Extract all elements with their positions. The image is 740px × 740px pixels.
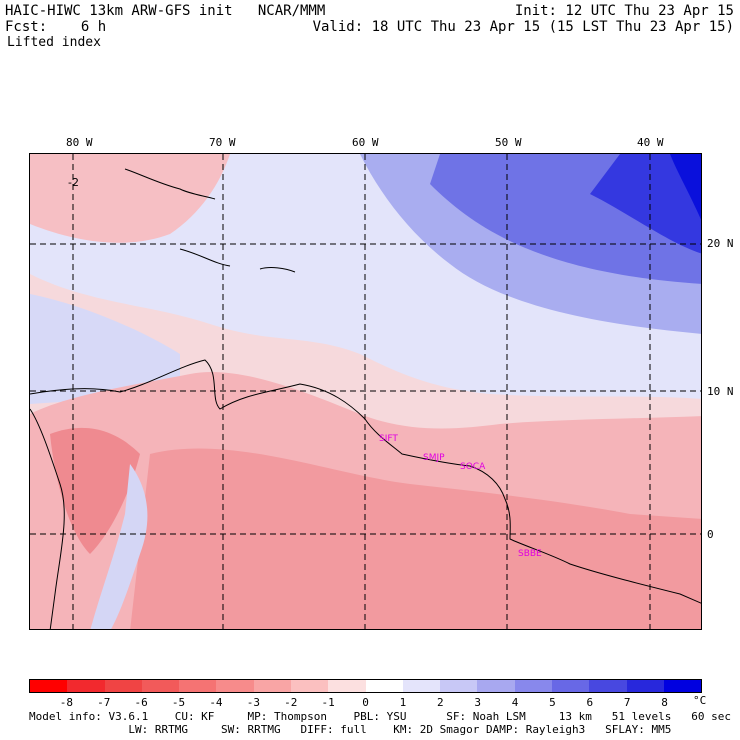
colorbar-label: -6 [134, 696, 148, 709]
colorbar-swatch [663, 680, 702, 692]
station-sift: SIFT [379, 434, 398, 444]
colorbar-label: 7 [623, 696, 631, 709]
colorbar-label: -3 [246, 696, 260, 709]
map-title: HAIC-HIWC 13km ARW-GFS init NCAR/MMM [5, 3, 326, 19]
model-info-line1: Model info: V3.6.1 CU: KF MP: Thompson P… [29, 710, 731, 723]
contour-label: -2 [68, 176, 79, 189]
colorbar-label: -1 [321, 696, 335, 709]
blue-region-caribbean [30, 294, 180, 404]
colorbar-label: -2 [284, 696, 298, 709]
station-soca: SOCA [460, 462, 486, 472]
colorbar-swatch [67, 680, 105, 692]
colorbar-swatch [440, 680, 478, 692]
colorbar-label: -5 [171, 696, 186, 709]
colorbar-label: 3 [474, 696, 481, 709]
colorbar-swatch [30, 680, 68, 692]
colorbar-swatch [141, 680, 180, 692]
lat-label-10n: 10 N [707, 385, 734, 398]
station-smjp: SMJP [423, 453, 445, 463]
field-name: Lifted index [7, 35, 101, 50]
valid-time: Valid: 18 UTC Thu 23 Apr 15 (15 LST Thu … [312, 19, 734, 35]
lon-label-50w: 50 W [495, 136, 522, 149]
lon-label-80w: 80 W [66, 136, 93, 149]
colorbar-swatch [104, 680, 142, 692]
colorbar-label: -4 [209, 696, 223, 709]
colorbar-swatch [477, 680, 515, 692]
fcst-value: 6 h [80, 19, 107, 35]
colorbar-unit: °C [693, 694, 707, 707]
lon-label-60w: 60 W [352, 136, 379, 149]
blue-region-core [670, 154, 701, 220]
colorbar-label: -8 [59, 696, 73, 709]
station-sbbe: SBBE [518, 549, 542, 559]
colorbar-label: 1 [399, 696, 407, 709]
colorbar-label: 0 [362, 696, 369, 709]
map-svg: -2 SIFT SMJP SOCA SBBE [30, 154, 701, 629]
lat-label-0: 0 [707, 528, 714, 541]
colorbar-swatch [290, 680, 329, 692]
lat-label-20n: 20 N [707, 237, 734, 250]
colorbar-label: 2 [436, 696, 444, 709]
colorbar-label: 5 [549, 696, 556, 709]
colorbar-label: 8 [661, 696, 668, 709]
colorbar-swatch [589, 680, 627, 692]
andes-cool-band [90, 464, 148, 629]
fcst-label: Fcst: [5, 19, 48, 35]
blue-region-deepest [590, 154, 701, 254]
lifted-index-map: -2 SIFT SMJP SOCA SBBE [29, 153, 702, 630]
red-region-amazon [130, 448, 701, 629]
graticule [30, 154, 701, 629]
colorbar-label: 4 [511, 696, 519, 709]
lon-label-40w: 40 W [637, 136, 664, 149]
colorbar-swatch [514, 680, 552, 692]
coastlines [30, 168, 701, 629]
colorbar [29, 679, 702, 693]
colorbar-label: 6 [586, 696, 594, 709]
colorbar-swatch [216, 680, 254, 692]
colorbar-swatch [551, 680, 590, 692]
forecast-hour: Fcst: 6 h [5, 19, 106, 35]
model-info-line2: LW: RRTMG SW: RRTMG DIFF: full KM: 2D Sm… [29, 723, 672, 736]
init-time: Init: 12 UTC Thu 23 Apr 15 [514, 3, 734, 19]
red-region-northwest [30, 154, 230, 243]
colorbar-label: -7 [97, 696, 111, 709]
colorbar-swatch [179, 680, 217, 692]
colorbar-swatch [328, 680, 366, 692]
colorbar-swatch [626, 680, 664, 692]
lon-label-70w: 70 W [209, 136, 236, 149]
colorbar-swatch [402, 680, 441, 692]
colorbar-swatch [365, 680, 403, 692]
colorbar-swatch [253, 680, 291, 692]
